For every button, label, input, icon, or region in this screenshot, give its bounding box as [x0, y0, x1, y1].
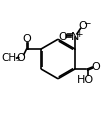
Text: O: O — [58, 32, 67, 42]
Text: =: = — [66, 30, 74, 40]
Text: O: O — [17, 53, 26, 63]
Text: N: N — [71, 32, 79, 42]
Text: O: O — [23, 34, 32, 44]
Text: O: O — [91, 62, 100, 72]
Text: −: − — [83, 19, 90, 27]
Text: +: + — [75, 30, 82, 38]
Text: HO: HO — [77, 75, 94, 85]
Text: O: O — [79, 21, 88, 31]
Text: CH₃: CH₃ — [2, 53, 21, 63]
